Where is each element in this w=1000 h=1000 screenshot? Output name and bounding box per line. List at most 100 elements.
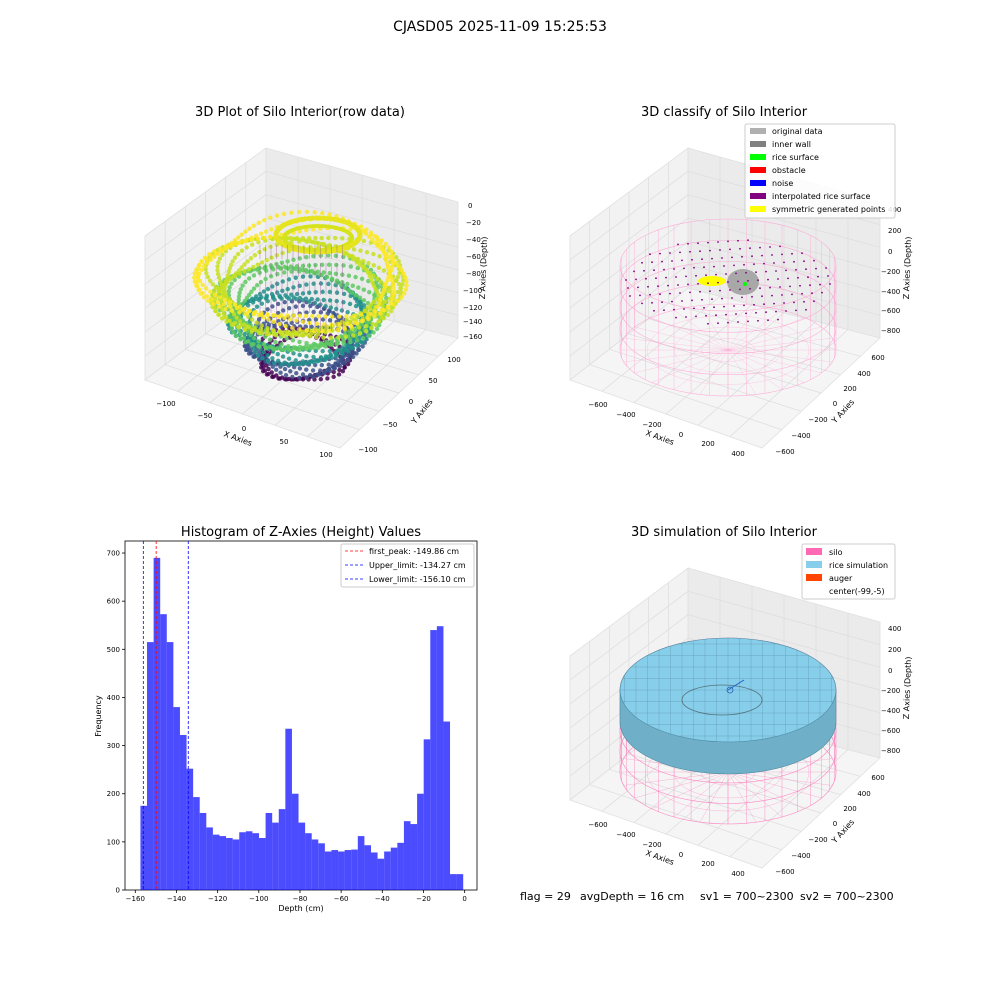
raw-point	[221, 311, 226, 316]
raw-point	[304, 331, 309, 337]
histogram-bar	[410, 824, 418, 890]
histogram-bar	[324, 851, 332, 890]
raw-point	[293, 275, 298, 280]
raw-point	[320, 348, 325, 354]
raw-point	[309, 324, 314, 330]
raw-point	[308, 224, 313, 229]
raw-point	[247, 308, 252, 314]
raw-point	[341, 291, 347, 297]
interpolated-point	[769, 286, 771, 289]
interpolated-point	[709, 249, 711, 252]
classify-xtick: 0	[679, 431, 683, 439]
raw-point	[281, 211, 287, 217]
classify-legend-frame	[744, 123, 896, 219]
raw-point	[245, 299, 251, 304]
raw-point	[232, 302, 238, 307]
classify-legend: original data inner wall rice surface ob…	[744, 123, 896, 219]
interpolated-point	[783, 261, 785, 264]
interpolated-point	[711, 298, 713, 301]
interpolated-point	[649, 253, 651, 256]
raw-point	[350, 354, 356, 360]
raw-point	[247, 325, 252, 330]
interpolated-point	[727, 321, 729, 324]
raw-ztick: −160	[463, 333, 482, 341]
raw-point	[219, 307, 225, 312]
raw-point	[384, 295, 389, 301]
histogram-ytick-label: 500	[107, 646, 120, 654]
raw-point	[256, 240, 261, 245]
raw-point	[345, 281, 350, 287]
raw-point	[304, 353, 309, 359]
raw-point	[310, 368, 316, 373]
legend-label-obstacle: obstacle	[772, 166, 806, 175]
raw-point	[341, 300, 346, 305]
raw-point	[251, 341, 256, 347]
raw-point	[263, 229, 269, 234]
raw-point	[212, 289, 217, 294]
raw-point	[320, 210, 325, 216]
raw-point	[359, 276, 365, 282]
raw-point	[216, 304, 222, 309]
interpolated-point	[685, 316, 687, 318]
raw-point	[307, 372, 313, 378]
raw-point	[260, 356, 265, 361]
histogram-bar	[140, 805, 148, 890]
raw-point	[377, 311, 383, 316]
raw-point	[215, 268, 220, 273]
raw-point	[243, 279, 248, 285]
raw-point	[289, 333, 294, 338]
raw-point	[222, 297, 228, 303]
raw-point	[216, 260, 221, 265]
simulation-xtick: 0	[679, 851, 683, 859]
histogram-xtick-label: −20	[416, 895, 431, 903]
raw-point	[314, 223, 319, 229]
interpolated-point	[785, 310, 787, 312]
raw-point	[402, 291, 407, 296]
histogram-bar	[259, 838, 266, 890]
raw-point	[376, 301, 382, 306]
raw-point	[390, 257, 395, 263]
raw-point	[204, 286, 209, 291]
raw-point	[366, 260, 371, 266]
raw-point	[329, 322, 335, 327]
raw-point	[321, 242, 327, 247]
raw-point	[291, 313, 296, 318]
interpolated-point	[653, 309, 655, 312]
interpolated-point	[657, 285, 659, 288]
raw-point	[311, 224, 316, 229]
raw-point	[343, 334, 349, 339]
interpolated-point	[669, 252, 671, 254]
histogram-xtick-label: −100	[249, 895, 268, 903]
raw-point	[404, 279, 409, 284]
raw-point	[326, 362, 331, 367]
interpolated-point	[803, 260, 805, 263]
raw-point	[360, 344, 365, 349]
raw-point	[359, 319, 365, 324]
raw-point	[289, 210, 294, 215]
raw-point	[331, 366, 337, 371]
raw-point	[381, 249, 386, 254]
raw-point	[321, 215, 327, 221]
raw-point	[283, 293, 288, 298]
legend-label-interpolated: interpolated rice surface	[772, 192, 870, 201]
raw-point	[333, 271, 339, 277]
raw-point	[304, 375, 309, 380]
raw-point	[279, 375, 285, 380]
raw-point	[312, 209, 317, 215]
raw-point	[251, 273, 257, 278]
interpolated-point	[829, 283, 831, 285]
interpolated-point	[767, 319, 769, 322]
raw-point	[329, 276, 335, 282]
raw-ytick: 0	[409, 398, 413, 406]
raw-point	[274, 333, 279, 338]
raw-point	[252, 354, 257, 359]
raw-point	[395, 274, 401, 280]
raw-ztick: −100	[463, 287, 482, 295]
raw-point	[371, 273, 376, 279]
histogram-bar	[430, 630, 437, 890]
raw-point	[249, 317, 255, 322]
histogram-bar	[423, 739, 431, 890]
status-line: flag = 29 avgDepth = 16 cm sv1 = 700~230…	[520, 890, 894, 903]
interpolated-point	[737, 280, 739, 283]
